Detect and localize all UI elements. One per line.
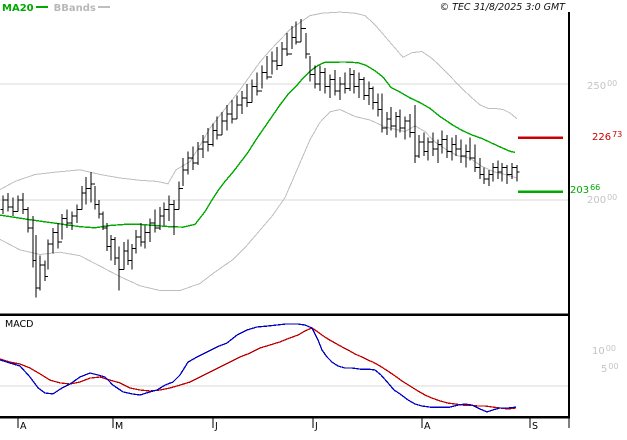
month-label: S	[532, 421, 539, 432]
axis-value-label: 20366	[570, 183, 601, 196]
legend-ma20-label: MA20	[2, 3, 34, 14]
axis-value-label: 25000	[587, 79, 618, 92]
axis-value-label: 20000	[587, 193, 618, 206]
axis-value-label: 1000	[592, 344, 616, 357]
month-label: A	[424, 421, 431, 432]
month-label: M	[115, 421, 124, 432]
ma20-line-swatch	[35, 6, 48, 8]
axis-value-label: 500	[601, 362, 619, 375]
month-label: A	[20, 421, 27, 432]
legend: MA20 BBands	[2, 3, 116, 14]
bbands-line-swatch	[97, 6, 110, 8]
month-label: J	[215, 421, 218, 432]
axis-value-label: 22673	[592, 130, 623, 143]
month-label: J	[315, 421, 318, 432]
legend-bbands-label: BBands	[53, 3, 96, 14]
macd-panel-label: MACD	[5, 319, 34, 330]
copyright-text: © TEC 31/8/2025 3:0 GMT	[439, 2, 565, 13]
